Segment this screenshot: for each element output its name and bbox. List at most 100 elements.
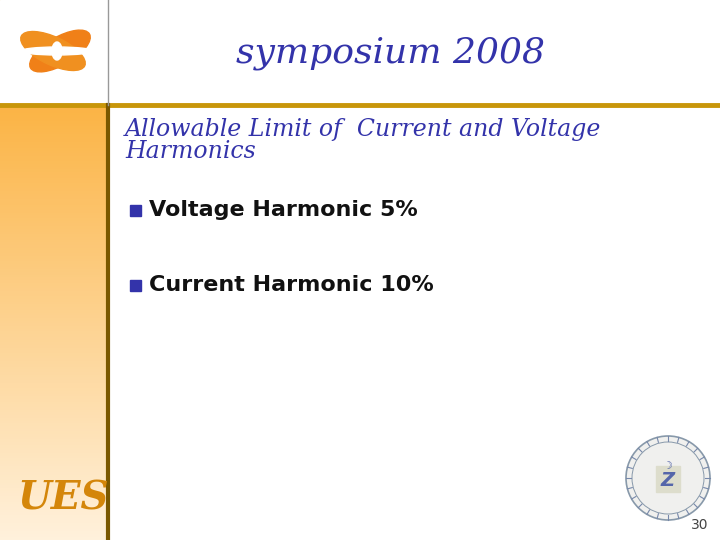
Bar	[0, 487, 108, 491]
Bar	[0, 23, 108, 27]
Bar	[0, 52, 108, 57]
Bar	[0, 174, 108, 178]
Bar	[0, 198, 108, 202]
Bar	[0, 333, 108, 338]
Bar	[0, 79, 108, 84]
Bar	[0, 82, 108, 86]
Text: Allowable Limit of  Current and Voltage: Allowable Limit of Current and Voltage	[125, 118, 601, 141]
Text: Harmonics: Harmonics	[125, 140, 256, 163]
Bar	[0, 28, 108, 32]
Text: Current Harmonic 10%: Current Harmonic 10%	[149, 275, 433, 295]
Bar	[0, 185, 108, 189]
Bar	[0, 398, 108, 402]
Bar	[0, 536, 108, 540]
Bar	[0, 433, 108, 437]
Bar	[0, 179, 108, 184]
Bar	[0, 438, 108, 443]
Circle shape	[626, 436, 710, 520]
Bar	[0, 490, 108, 494]
Bar	[0, 298, 108, 302]
Bar	[0, 271, 108, 275]
Bar	[0, 144, 108, 148]
Ellipse shape	[21, 31, 85, 71]
Bar	[0, 258, 108, 262]
Bar	[0, 417, 108, 421]
Bar	[0, 528, 108, 532]
Bar	[0, 190, 108, 194]
Bar	[0, 360, 108, 364]
Bar	[0, 403, 108, 408]
Bar	[0, 511, 108, 516]
Bar	[0, 20, 108, 24]
Bar	[0, 428, 108, 432]
Bar	[0, 152, 108, 157]
Bar	[0, 77, 108, 81]
Bar	[0, 384, 108, 389]
Bar	[0, 411, 108, 416]
Bar	[0, 274, 108, 278]
Bar	[0, 290, 108, 294]
Bar	[0, 430, 108, 435]
Bar	[0, 363, 108, 367]
Bar	[0, 295, 108, 300]
Bar	[0, 374, 108, 378]
Bar	[0, 530, 108, 535]
Bar	[0, 320, 108, 324]
Bar	[0, 474, 108, 478]
Bar	[0, 201, 108, 205]
Bar	[0, 409, 108, 413]
Bar	[0, 168, 108, 173]
Bar	[0, 252, 108, 256]
Bar	[0, 395, 108, 400]
Bar	[0, 128, 108, 132]
Bar	[0, 209, 108, 213]
Bar	[0, 69, 108, 73]
Bar	[0, 498, 108, 502]
Bar	[0, 285, 108, 289]
Text: symposium 2008: symposium 2008	[235, 36, 544, 70]
Bar	[0, 312, 108, 316]
Bar	[0, 177, 108, 181]
Bar	[0, 101, 108, 105]
Bar	[0, 522, 108, 526]
Bar	[0, 236, 108, 240]
Bar	[0, 366, 108, 370]
Bar	[0, 379, 108, 383]
Text: 30: 30	[690, 518, 708, 532]
Bar	[0, 55, 108, 59]
Bar	[0, 501, 108, 505]
Bar	[0, 193, 108, 197]
Bar	[0, 425, 108, 429]
Bar	[0, 414, 108, 418]
Bar	[0, 317, 108, 321]
Bar	[0, 187, 108, 192]
Bar	[0, 195, 108, 200]
Bar	[0, 422, 108, 427]
Bar	[0, 465, 108, 470]
Bar	[0, 436, 108, 440]
Bar	[0, 444, 108, 448]
Bar	[0, 222, 108, 227]
Bar	[0, 36, 108, 40]
Bar	[0, 387, 108, 392]
Bar	[0, 447, 108, 451]
Bar	[0, 376, 108, 381]
Bar	[0, 339, 108, 343]
Bar	[0, 58, 108, 62]
Bar	[0, 449, 108, 454]
Bar	[0, 349, 108, 354]
Bar	[0, 344, 108, 348]
Bar	[0, 44, 108, 49]
Bar	[0, 266, 108, 270]
Bar	[0, 506, 108, 510]
Bar	[0, 325, 108, 329]
Bar	[0, 133, 108, 138]
Bar	[0, 50, 108, 54]
Bar	[0, 17, 108, 22]
Bar	[0, 495, 108, 500]
Bar	[0, 525, 108, 529]
Bar	[0, 220, 108, 224]
Bar	[0, 139, 108, 143]
Bar	[0, 166, 108, 170]
Bar	[0, 147, 108, 151]
